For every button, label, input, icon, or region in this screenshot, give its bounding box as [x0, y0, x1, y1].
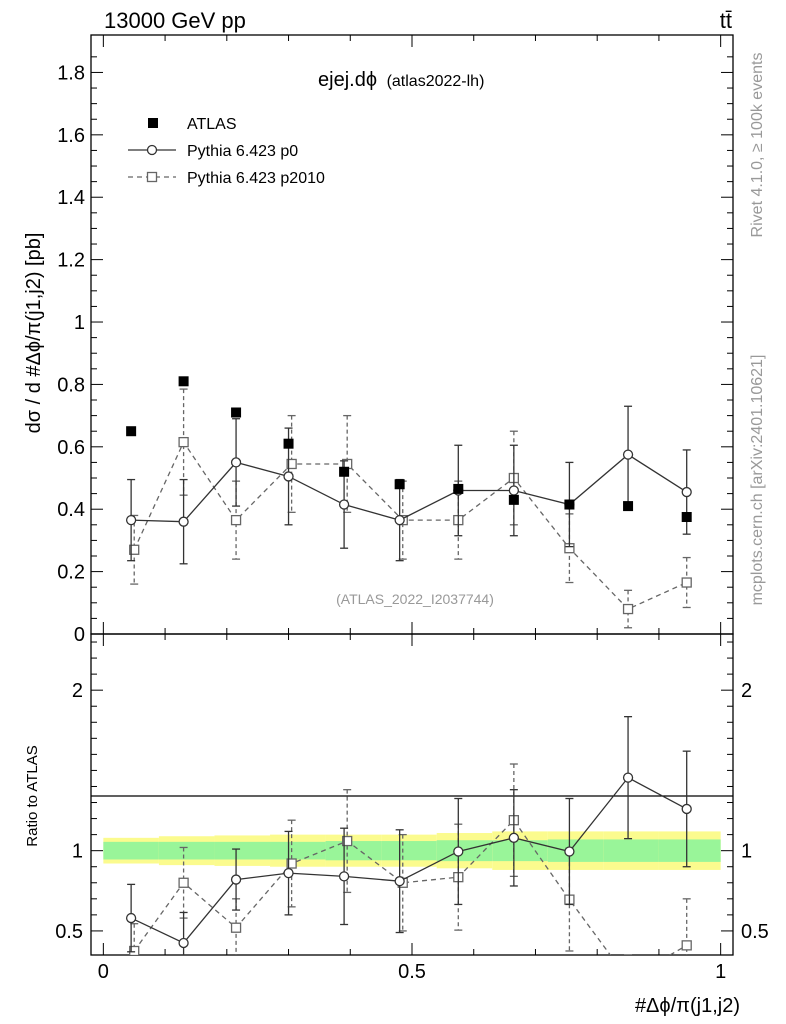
main-p2010-point	[681, 577, 692, 588]
legend: ATLAS Pythia 6.423 p0 Pythia 6.423 p2010	[128, 116, 325, 187]
legend-p2010-marker	[146, 171, 158, 183]
ratio-p2010-line	[133, 819, 688, 955]
ratio-y-axis-label: Ratio to ATLAS	[24, 745, 41, 846]
band-inner-segment	[547, 839, 604, 862]
main-y-tick-label: 0	[74, 624, 85, 646]
ratio-y-tick-label-right: 2	[741, 680, 752, 702]
main-y-tick-label: 0.8	[57, 374, 85, 396]
ratio-p2010-point	[286, 858, 297, 869]
legend-p2010-label: Pythia 6.423 p2010	[187, 170, 325, 187]
plot-title-sub: (atlas2022-lh)	[387, 73, 485, 90]
main-atlas-point	[681, 512, 692, 523]
main-y-tick-label: 0.6	[57, 437, 85, 459]
ratio-p2010-point	[342, 835, 353, 847]
ratio-p2010-point	[230, 922, 242, 933]
side-rivet-label: Rivet 4.1.0, ≥ 100k events	[749, 53, 766, 238]
ratio-p0-point	[283, 867, 294, 879]
main-p2010-point	[286, 458, 297, 470]
x-axis-label: #Δϕ/π(j1,j2)	[635, 995, 740, 1017]
band-inner-segment	[381, 841, 437, 861]
ratio-p2010-point	[178, 877, 189, 888]
x-tick-label: 0.5	[398, 961, 426, 983]
main-atlas-point	[283, 438, 294, 449]
main-y-tick-label: 1.6	[57, 125, 85, 147]
main-p0-point	[622, 449, 634, 460]
main-p0-point	[230, 457, 242, 468]
band-inner-segment	[658, 839, 721, 862]
ratio-p0-point	[394, 876, 405, 887]
main-atlas-point	[178, 376, 189, 387]
main-p2010-point	[622, 603, 634, 615]
analysis-tag: (ATLAS_2022_I2037744)	[336, 591, 494, 607]
main-p2010-point	[178, 436, 189, 448]
ratio-uncertainty-band	[103, 831, 721, 870]
axes: 0 0.2 0.4 0.6 0.8 1 1.2 1.4 1.6 1.8 0 0.5 1 0.5 0.5 1 1 2…	[55, 35, 769, 983]
main-p0-point	[338, 499, 350, 510]
main-atlas-point	[564, 499, 575, 510]
legend-p0-label: Pythia 6.423 p0	[187, 143, 298, 160]
main-p2010-point	[230, 514, 242, 526]
ratio-p0-point	[178, 937, 189, 949]
main-p0-point	[394, 514, 405, 526]
main-p0-point	[283, 471, 294, 482]
ratio-p0-point	[125, 912, 137, 924]
ratio-p0-point	[564, 846, 575, 857]
band-inner-segment	[603, 839, 659, 862]
main-p2010-line	[133, 440, 687, 610]
legend-atlas-label: ATLAS	[187, 116, 237, 133]
main-p2010-point	[129, 544, 140, 555]
ratio-y-tick-label-right: 0.5	[741, 921, 769, 943]
ratio-p0-point	[681, 803, 692, 815]
band-inner-segment	[214, 841, 271, 860]
main-p0-point	[178, 516, 189, 527]
ratio-p0-point	[453, 846, 464, 857]
main-p0-point	[125, 514, 137, 526]
main-atlas-point	[453, 483, 464, 494]
energy-label: 13000 GeV pp	[104, 8, 246, 33]
ratio-p2010-point	[129, 945, 140, 955]
ratio-p0-point	[338, 871, 350, 882]
legend-p0-marker	[146, 144, 158, 156]
main-atlas-point	[623, 501, 634, 512]
main-y-tick-label: 1	[74, 312, 85, 334]
ratio-panel-frame	[90, 633, 734, 956]
main-series	[125, 376, 692, 629]
main-atlas-point	[394, 479, 405, 490]
ratio-series	[125, 716, 692, 984]
band-inner-segment	[270, 841, 326, 860]
ratio-p2010-point	[681, 940, 692, 951]
main-atlas-point	[339, 466, 350, 477]
main-y-tick-label: 0.2	[57, 562, 85, 584]
x-tick-label: 0	[98, 961, 109, 983]
main-y-tick-label: 0.4	[57, 499, 85, 521]
x-tick-label: 1	[715, 961, 726, 983]
plot-title-main: ejej.dϕ	[318, 69, 377, 91]
band-inner-segment	[492, 840, 548, 862]
band-inner-segment	[325, 841, 382, 861]
band-inner-segment	[103, 841, 159, 860]
ratio-p0-point	[230, 874, 242, 885]
ratio-y-tick-label-right: 1	[741, 841, 752, 863]
main-atlas-point	[231, 407, 242, 418]
band-inner-segment	[158, 841, 215, 860]
side-mcplots-label: mcplots.cern.ch [arXiv:2401.10621]	[749, 355, 766, 606]
plot-title: ejej.dϕ (atlas2022-lh)	[318, 69, 484, 91]
main-p0-point	[508, 485, 520, 496]
ratio-y-tick-label: 2	[72, 680, 83, 702]
main-y-tick-label: 1.4	[57, 187, 85, 209]
main-y-tick-label: 1.8	[57, 62, 85, 84]
ratio-y-tick-label: 1	[72, 841, 83, 863]
process-label: tt̄	[720, 8, 732, 33]
legend-atlas-marker	[148, 118, 158, 128]
main-y-axis-label: dσ / d #Δϕ/π(j1,j2) [pb]	[23, 233, 45, 434]
main-atlas-point	[508, 494, 519, 505]
ratio-y-tick-label: 0.5	[55, 921, 83, 943]
main-atlas-point	[126, 426, 137, 437]
ratio-p2010-point	[624, 975, 633, 984]
ratio-p0-point	[622, 772, 634, 783]
ratio-p0-point	[508, 832, 520, 843]
main-y-tick-label: 1.2	[57, 250, 85, 272]
main-p0-point	[681, 486, 692, 498]
